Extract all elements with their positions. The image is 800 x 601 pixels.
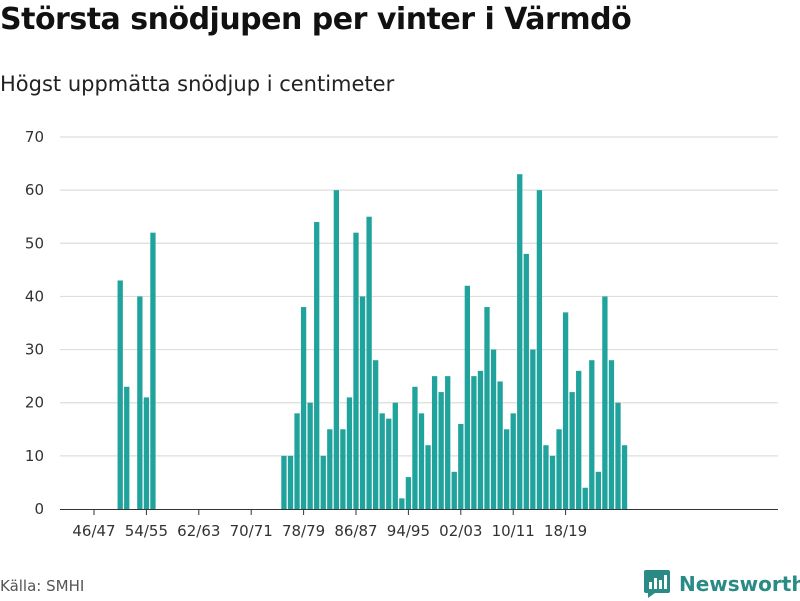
source-note: Källa: SMHI <box>0 577 85 595</box>
bar-23/24 <box>595 471 601 509</box>
bar-21/22 <box>582 487 588 509</box>
bar-86/87 <box>353 232 359 509</box>
x-tick-label: 10/11 <box>492 522 535 540</box>
bar-90/91 <box>379 413 385 509</box>
bar-undefined <box>608 360 615 509</box>
bar-04/05 <box>471 376 477 509</box>
bar-77/78 <box>294 413 300 509</box>
bar-16/17 <box>549 455 556 509</box>
bar-17/18 <box>556 429 562 509</box>
x-tick-label: 02/03 <box>439 522 482 540</box>
bar-07/08 <box>490 349 497 509</box>
bar-undefined <box>621 445 628 509</box>
bar-51/52 <box>124 386 130 509</box>
bar-undefined <box>602 296 608 509</box>
bar-81/82 <box>320 455 326 509</box>
bar-84/85 <box>340 429 346 509</box>
chart-title: Största snödjupen per vinter i Värmdö <box>0 2 632 37</box>
bar-55/56 <box>150 232 156 509</box>
bar-09/10 <box>504 429 510 509</box>
bar-87/88 <box>359 296 366 509</box>
bar-06/07 <box>484 307 490 509</box>
bar-02/03 <box>458 423 464 509</box>
gridlines <box>60 136 778 457</box>
newsworthy-logo-icon <box>644 570 670 598</box>
x-tick-label: 70/71 <box>230 522 273 540</box>
bar-00/01 <box>445 376 451 509</box>
x-tick-label: 46/47 <box>72 522 115 540</box>
brand-name: Newsworthy <box>679 572 800 596</box>
bar-12/13 <box>523 253 529 509</box>
bar-chart: 46/47 54/55 62/63 70/71 78/79 86/87 94/95 02/03… <box>25 128 778 540</box>
bar-22/23 <box>589 360 595 509</box>
x-tick-label: 78/79 <box>282 522 325 540</box>
y-tick-label: 20 <box>25 394 44 412</box>
x-tick-label: 86/87 <box>334 522 377 540</box>
bar-53/54 <box>137 296 143 509</box>
bar-82/83 <box>327 429 333 509</box>
bar-18/19 <box>562 312 569 509</box>
x-tick-label: 18/19 <box>544 522 587 540</box>
y-tick-label: 60 <box>25 181 44 199</box>
bar-19/20 <box>569 392 575 509</box>
bar-54/55 <box>143 397 150 509</box>
bar-50/51 <box>117 280 123 509</box>
x-tick-label: 62/63 <box>177 522 220 540</box>
bar-14/15 <box>536 190 543 509</box>
bar-20/21 <box>576 370 582 509</box>
x-tick-label: 54/55 <box>125 522 168 540</box>
bar-91/92 <box>386 418 392 509</box>
bar-05/06 <box>477 370 484 509</box>
bar-92/93 <box>392 402 398 509</box>
bar-99/00 <box>438 392 444 509</box>
bar-83/84 <box>333 190 339 509</box>
bar-15/16 <box>543 445 549 509</box>
bar-94/95 <box>405 477 412 509</box>
bar-76/77 <box>287 455 294 509</box>
x-axis: 46/47 54/55 62/63 70/71 78/79 86/87 94/95 02/03… <box>60 509 778 540</box>
bar-85/86 <box>346 397 353 509</box>
y-axis: 0 10 20 30 40 50 60 70 <box>25 128 44 518</box>
bar-80/81 <box>314 222 320 509</box>
chart-subtitle: Högst uppmätta snödjup i centimeter <box>0 72 395 96</box>
bar-97/98 <box>425 445 431 509</box>
bar-11/12 <box>517 174 523 509</box>
y-tick-label: 0 <box>34 500 44 518</box>
x-tick-label: 94/95 <box>387 522 430 540</box>
bar-95/96 <box>412 386 418 509</box>
bar-98/99 <box>431 376 438 509</box>
bar-08/09 <box>497 381 503 509</box>
brand-logo[interactable]: Newsworthy <box>643 567 800 601</box>
bar-79/80 <box>307 402 313 509</box>
bar-03/04 <box>464 285 470 509</box>
bar-undefined <box>615 402 621 509</box>
y-tick-label: 40 <box>25 287 44 305</box>
y-tick-label: 30 <box>25 341 44 359</box>
bar-75/76 <box>281 455 287 509</box>
bar-93/94 <box>399 498 405 509</box>
bar-13/14 <box>530 349 536 509</box>
bar-10/11 <box>510 413 516 509</box>
bar-96/97 <box>418 413 425 509</box>
y-tick-label: 50 <box>25 234 44 252</box>
bar-01/02 <box>451 471 457 509</box>
bar-78/79 <box>300 307 307 509</box>
bars <box>117 174 628 509</box>
bar-88/89 <box>366 216 372 509</box>
bar-89/90 <box>373 360 379 509</box>
y-tick-label: 70 <box>25 128 44 146</box>
y-tick-label: 10 <box>25 447 44 465</box>
